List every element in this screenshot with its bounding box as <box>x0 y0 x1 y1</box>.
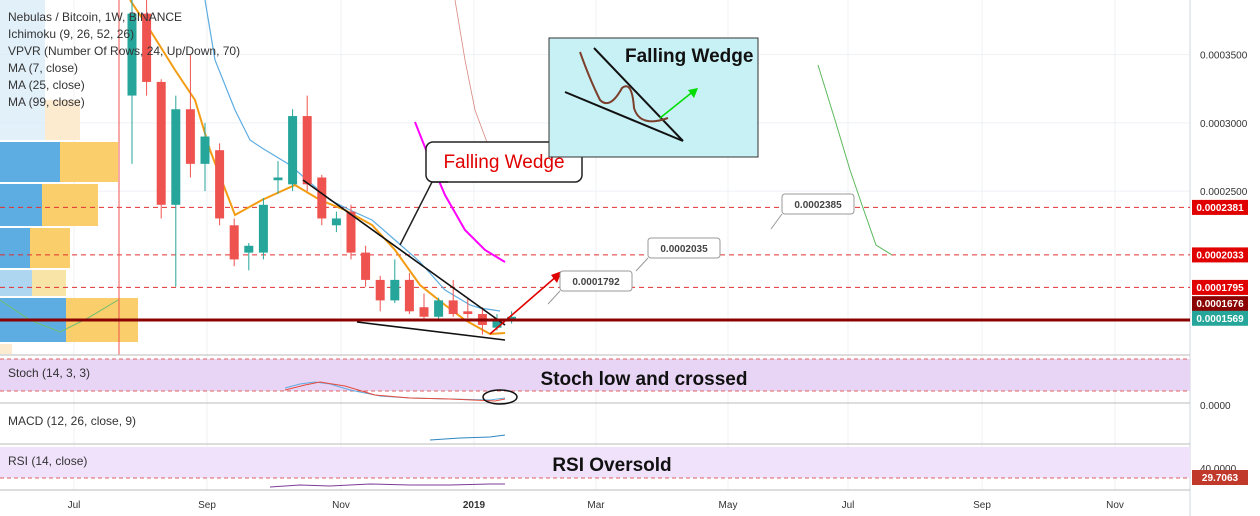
target-callouts[interactable]: 0.0001792 0.0002035 0.0002385 <box>547 193 855 305</box>
target-1: 0.0001792 <box>572 277 620 288</box>
ma25-line <box>204 0 501 312</box>
candle <box>200 122 210 192</box>
ichimoku-green-line <box>817 64 893 256</box>
price-label-badge <box>1192 247 1248 263</box>
candle <box>331 211 341 233</box>
rsi-value-badge: 29.7063 <box>1202 473 1239 484</box>
candle <box>361 245 371 287</box>
target-3: 0.0002385 <box>794 200 842 211</box>
stoch-title: Stoch (14, 3, 3) <box>8 366 91 380</box>
candle <box>171 95 181 287</box>
ichimoku-line <box>0 299 119 333</box>
x-tick-label: Jul <box>68 500 81 511</box>
y-tick-label: 0.0003000 <box>1200 119 1248 130</box>
rsi-annotation: RSI Oversold <box>552 455 671 476</box>
legend-ma7: MA (7, close) <box>8 61 79 75</box>
candle <box>156 79 166 219</box>
candle <box>142 0 152 96</box>
wedge-illustration: Falling Wedge <box>548 37 759 158</box>
candle <box>448 279 458 317</box>
falling-wedge-label: Falling Wedge <box>443 152 564 173</box>
x-tick-label: May <box>719 500 738 511</box>
price-label: 0.0001795 <box>1196 283 1244 294</box>
candle <box>463 297 473 319</box>
candle <box>215 143 225 226</box>
price-levels: 0.0002381 0.0002033 0.0001795 0.0001676 0.00… <box>0 199 1248 326</box>
x-tick-label: Nov <box>1106 500 1124 511</box>
y-tick-label: 0.0003500 <box>1200 51 1248 62</box>
wedge-box-title: Falling Wedge <box>625 46 753 67</box>
x-tick-label: Jul <box>842 500 855 511</box>
price-label-badge <box>1192 296 1248 312</box>
candles <box>127 0 517 335</box>
x-tick-label: Sep <box>198 500 216 511</box>
legend-symbol: Nebulas / Bitcoin, 1W, BINANCE <box>8 10 183 24</box>
x-tick-label: Sep <box>973 500 991 511</box>
price-label: 0.0002381 <box>1196 203 1244 214</box>
candle <box>244 243 254 271</box>
macd-pane: 0.0000 <box>429 401 1231 441</box>
stoch-annotation: Stoch low and crossed <box>541 369 748 390</box>
candle <box>258 197 268 260</box>
candle <box>375 275 385 312</box>
x-tick-label: 2019 <box>463 500 486 511</box>
price-label-badge <box>1192 310 1248 326</box>
candle <box>302 95 312 192</box>
y-tick-label: 0.0002500 <box>1200 187 1248 198</box>
legend-vpvr: VPVR (Number Of Rows, 24, Up/Down, 70) <box>8 44 241 58</box>
time-axis[interactable]: Jul Sep Nov 2019 Mar May Jul Sep Nov <box>68 500 1124 511</box>
rsi-title: RSI (14, close) <box>8 454 88 468</box>
price-label-badge <box>1192 199 1248 215</box>
legend-ichimoku: Ichimoku (9, 26, 52, 26) <box>8 27 135 41</box>
candle <box>404 273 414 315</box>
candle <box>127 0 137 164</box>
wedge-lines <box>302 179 506 341</box>
stoch-pane: Stoch low and crossed <box>0 358 1190 405</box>
x-tick-label: Mar <box>587 500 605 511</box>
candle <box>229 218 239 267</box>
falling-wedge-callout[interactable]: Falling Wedge <box>399 141 583 246</box>
price-label: 0.0002033 <box>1196 250 1244 261</box>
macd-axis-label: 0.0000 <box>1200 401 1231 412</box>
candle <box>288 109 298 192</box>
candle <box>185 54 195 178</box>
price-axis[interactable]: 0.0003500 0.0003000 0.0002500 <box>1200 51 1248 199</box>
rsi-pane: RSI Oversold 40.0000 29.7063 <box>0 447 1248 488</box>
price-label-badge <box>1192 279 1248 295</box>
price-label: 0.0001569 <box>1196 314 1244 325</box>
x-tick-label: Nov <box>332 500 350 511</box>
candle <box>317 174 327 226</box>
legend-ma99: MA (99, close) <box>8 95 85 109</box>
breakout-arrow <box>489 271 562 335</box>
candle <box>273 161 283 194</box>
legend-ma25: MA (25, close) <box>8 78 85 92</box>
price-label: 0.0001676 <box>1196 299 1244 310</box>
rsi-axis-label: 40.0000 <box>1200 464 1237 475</box>
target-2: 0.0002035 <box>660 244 708 255</box>
candle <box>434 297 444 321</box>
macd-title: MACD (12, 26, close, 9) <box>8 414 137 428</box>
candle <box>419 293 429 321</box>
candle <box>390 259 400 304</box>
